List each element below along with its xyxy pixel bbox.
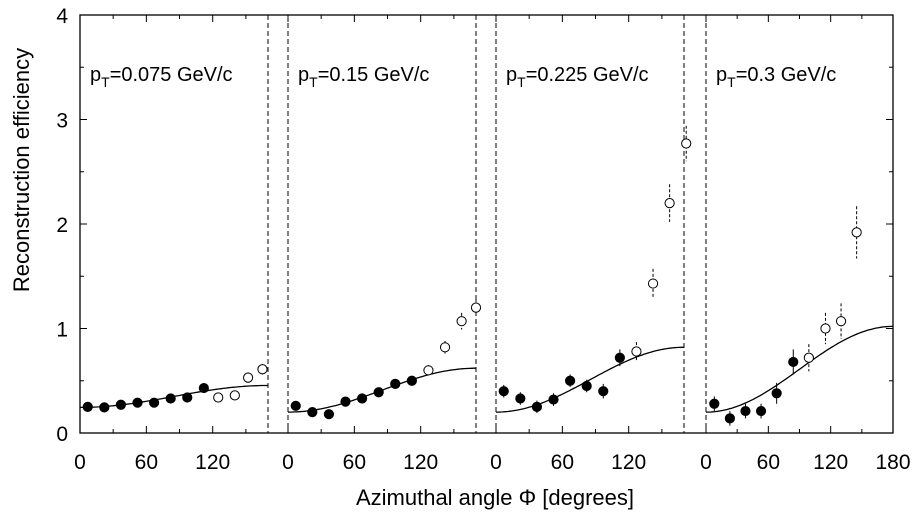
y-tick-label: 1: [56, 319, 68, 342]
fit-curve: [496, 346, 684, 413]
filled-data-point: [724, 413, 735, 424]
filled-data-point: [771, 388, 782, 399]
x-tick-label: 60: [343, 451, 366, 474]
y-tick-label: 2: [56, 214, 68, 237]
x-tick-label: 60: [135, 451, 158, 474]
x-tick-label: 180: [875, 451, 910, 474]
x-tick-label: 120: [611, 451, 646, 474]
x-tick-label: 120: [403, 451, 438, 474]
filled-data-point: [598, 386, 609, 397]
filled-data-point: [198, 382, 209, 394]
filled-data-point: [709, 398, 720, 409]
filled-data-point: [182, 392, 193, 403]
fit-curve: [706, 325, 893, 413]
panel-label: pT=0.15 GeV/c: [298, 64, 429, 90]
filled-data-point: [115, 399, 127, 410]
filled-data-point: [531, 401, 543, 412]
y-axis-label: Reconstruction efficiency: [9, 48, 34, 292]
filled-data-point: [373, 387, 384, 398]
filled-data-point: [290, 400, 301, 411]
open-data-point: [803, 352, 814, 363]
x-tick-label: 60: [757, 451, 780, 474]
x-axis-label: Azimuthal angle Φ [degrees]: [356, 485, 634, 510]
filled-data-point: [788, 356, 799, 368]
open-data-point: [664, 198, 675, 209]
filled-data-point: [165, 393, 176, 404]
open-data-point: [647, 278, 659, 289]
open-data-point: [257, 364, 268, 375]
open-data-point: [835, 316, 847, 327]
y-tick-label: 0: [56, 423, 68, 446]
y-tick-label: 3: [56, 110, 68, 133]
panel-label: pT=0.3 GeV/c: [716, 64, 836, 90]
open-data-point: [213, 392, 224, 403]
open-data-point: [242, 372, 254, 383]
filled-data-point: [132, 397, 143, 408]
filled-data-point: [548, 394, 559, 405]
filled-data-point: [307, 407, 318, 418]
filled-data-point: [564, 375, 576, 386]
open-data-point: [229, 390, 240, 401]
panel-4: pT=0.3 GeV/c 0 60 120 180: [700, 15, 911, 474]
filled-data-point: [356, 393, 368, 404]
filled-data-point: [498, 386, 509, 397]
filled-data-point: [82, 401, 93, 412]
filled-data-point: [148, 397, 160, 408]
x-tick-label: 0: [700, 451, 712, 474]
x-tick-label: 120: [813, 451, 848, 474]
filled-data-point: [740, 405, 751, 417]
open-data-point: [851, 227, 862, 238]
open-data-point: [423, 365, 434, 376]
x-tick-label: 0: [282, 451, 294, 474]
panel-3: pT=0.225 GeV/c 0 60 120: [490, 15, 692, 474]
open-data-point: [439, 342, 451, 353]
y-axis: 0 1 2 3 4: [56, 5, 893, 446]
filled-data-point: [340, 396, 351, 407]
filled-data-point: [581, 380, 592, 392]
panel-1: pT=0.075 GeV/c 0 60 120: [74, 15, 268, 474]
panel-label: pT=0.075 GeV/c: [90, 64, 233, 90]
filled-data-point: [515, 393, 526, 404]
panel-label: pT=0.225 GeV/c: [506, 64, 649, 90]
open-data-point: [631, 346, 642, 357]
open-data-point: [820, 323, 831, 334]
filled-data-point: [614, 352, 625, 363]
open-data-point: [470, 302, 482, 313]
y-tick-label: 4: [56, 5, 68, 28]
filled-data-point: [99, 402, 110, 413]
x-tick-label: 60: [551, 451, 574, 474]
x-tick-label: 120: [195, 451, 230, 474]
x-tick-label: 0: [490, 451, 502, 474]
filled-data-point: [755, 405, 767, 417]
filled-data-point: [390, 378, 401, 389]
filled-data-point: [323, 409, 335, 420]
panel-2: pT=0.15 GeV/c 0 60 120: [282, 15, 482, 474]
open-data-point: [681, 138, 692, 149]
open-data-point: [456, 316, 467, 327]
x-tick-label: 0: [74, 451, 86, 474]
filled-data-point: [406, 375, 417, 386]
